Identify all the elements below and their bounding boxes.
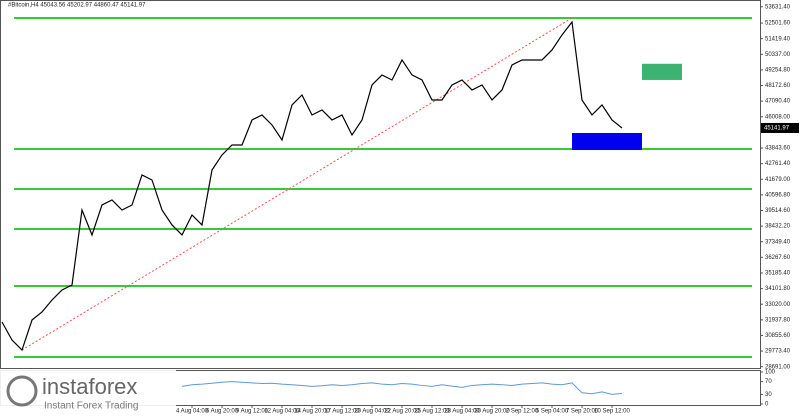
x-tick-label: 6 Aug 20:00 <box>206 409 239 415</box>
x-tick-label: 14 Aug 20:00 <box>294 409 330 415</box>
y-tick-label: 48172.60 <box>765 83 791 89</box>
rsi-tick-label: 70 <box>765 379 772 385</box>
y-tick-label: 35185.40 <box>765 271 791 277</box>
y-tick-label: 29773.40 <box>765 349 791 355</box>
y-tick-label: 37349.40 <box>765 239 791 245</box>
y-tick-label: 30855.60 <box>765 333 791 339</box>
x-tick-label: 10 Sep 12:00 <box>594 409 630 415</box>
rsi-tick-label: 100 <box>765 370 776 376</box>
y-tick-label: 42761.40 <box>765 161 791 167</box>
chart-title: #Bitcoin,H4 45043.56 45202.97 44860.47 4… <box>8 3 146 9</box>
rsi-tick-label: 30 <box>765 392 772 398</box>
price-line <box>1 20 623 352</box>
y-tick-label: 31937.80 <box>765 317 791 323</box>
y-tick-label: 36267.60 <box>765 255 791 261</box>
price-tag-label: 45141.97 <box>764 126 790 132</box>
y-tick-label: 52501.60 <box>765 21 791 27</box>
y-tick-label: 51419.40 <box>765 36 791 42</box>
y-tick-label: 39514.60 <box>765 208 791 214</box>
x-tick-label: 30 Aug 20:00 <box>474 409 510 415</box>
y-tick-label: 33020.00 <box>765 302 791 308</box>
x-tick-label: 2 Sep 12:00 <box>506 409 539 415</box>
rsi-tick-label: 0 <box>765 402 769 408</box>
y-tick-label: 46008.00 <box>765 114 791 120</box>
y-tick-label: 49254.80 <box>765 68 791 74</box>
y-tick-label: 34101.80 <box>765 286 791 292</box>
x-tick-label: 12 Aug 04:00 <box>264 409 300 415</box>
y-tick-label: 50337.00 <box>765 52 791 58</box>
trendline <box>21 17 573 351</box>
x-tick-label: 20 Aug 04:00 <box>354 409 390 415</box>
brand-tagline: Instant Forex Trading <box>44 401 139 412</box>
y-tick-label: 40596.80 <box>765 192 791 198</box>
logo-icon <box>6 375 38 407</box>
x-tick-label: 9 Aug 12:00 <box>236 409 269 415</box>
y-tick-label: 41679.00 <box>765 177 791 183</box>
x-tick-label: 25 Aug 12:00 <box>414 409 450 415</box>
x-tick-label: 4 Aug 04:00 <box>176 409 209 415</box>
y-tick-label: 53631.40 <box>765 4 791 10</box>
x-tick-label: 22 Aug 20:00 <box>384 409 420 415</box>
price-tag <box>761 122 799 133</box>
rsi-line <box>181 381 623 395</box>
y-tick-label: 38432.20 <box>765 224 791 230</box>
x-tick-label: 5 Sep 04:00 <box>536 409 569 415</box>
y-tick-label: 28691.00 <box>765 364 791 370</box>
x-tick-label: 7 Sep 20:00 <box>566 409 599 415</box>
y-tick-label: 43843.60 <box>765 146 791 152</box>
zone <box>572 132 642 150</box>
x-tick-label: 28 Aug 04:00 <box>444 409 480 415</box>
y-tick-label: 47090.40 <box>765 99 791 105</box>
price-pane <box>0 0 761 369</box>
zone <box>642 63 682 80</box>
x-tick-label: 17 Aug 12:00 <box>324 409 360 415</box>
logo: instaforex Instant Forex Trading <box>0 370 176 415</box>
brand: instaforex <box>42 374 137 399</box>
